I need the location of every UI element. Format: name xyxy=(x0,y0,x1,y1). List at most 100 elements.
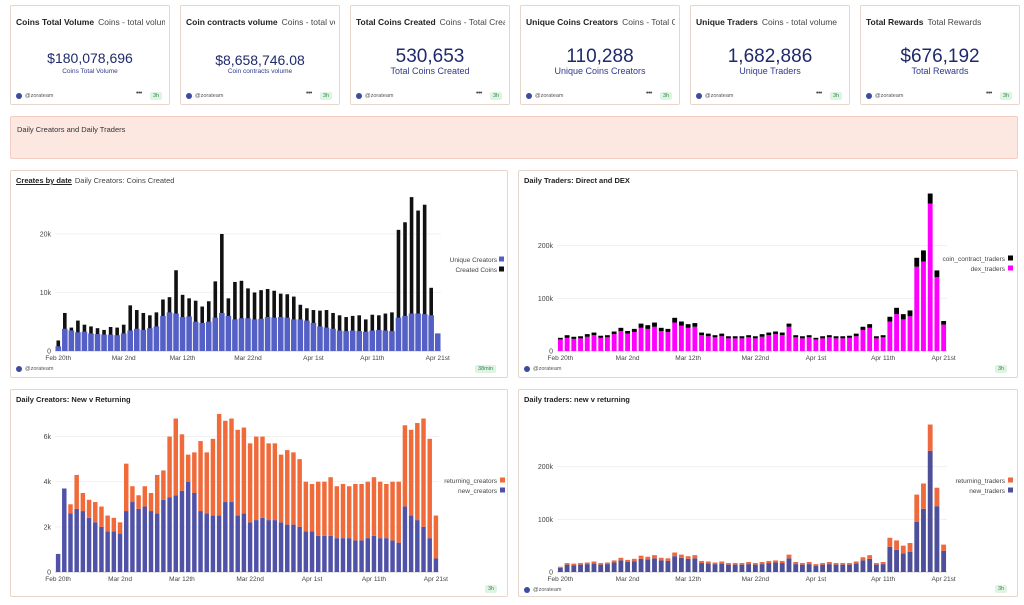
new-traders-bar[interactable] xyxy=(557,567,563,572)
returning-creators-bar[interactable] xyxy=(384,483,389,539)
new-creators-bar[interactable] xyxy=(384,538,389,572)
unique-creators-bar[interactable] xyxy=(133,328,140,351)
returning-creators-bar[interactable] xyxy=(402,425,408,507)
dex-traders-bar[interactable] xyxy=(894,314,899,351)
new-traders-bar[interactable] xyxy=(712,564,718,572)
dex-traders-bar[interactable] xyxy=(605,337,610,351)
returning-traders-bar[interactable] xyxy=(894,540,899,550)
returning-traders-bar[interactable] xyxy=(705,561,711,564)
coin-contract-traders-bar[interactable] xyxy=(813,337,819,340)
coin-contract-traders-bar[interactable] xyxy=(766,332,772,336)
created-coins-bar[interactable] xyxy=(239,280,244,351)
returning-creators-bar[interactable] xyxy=(396,481,401,543)
new-traders-bar[interactable] xyxy=(927,450,933,572)
new-creators-bar[interactable] xyxy=(173,495,179,572)
returning-creators-bar[interactable] xyxy=(179,434,185,491)
returning-traders-bar[interactable] xyxy=(921,483,926,509)
new-traders-bar[interactable] xyxy=(907,551,913,572)
new-traders-bar[interactable] xyxy=(880,564,886,572)
new-traders-bar[interactable] xyxy=(840,564,846,572)
coin-contract-traders-bar[interactable] xyxy=(618,327,624,331)
new-creators-bar[interactable] xyxy=(136,508,141,572)
new-traders-bar[interactable] xyxy=(726,564,731,572)
returning-traders-bar[interactable] xyxy=(692,555,698,559)
returning-traders-bar[interactable] xyxy=(840,563,846,565)
author-handle[interactable]: @zorateam xyxy=(705,93,734,99)
returning-traders-bar[interactable] xyxy=(927,424,933,451)
returning-traders-bar[interactable] xyxy=(605,562,610,565)
dex-traders-bar[interactable] xyxy=(941,324,947,351)
coin-contract-traders-bar[interactable] xyxy=(806,335,812,338)
unique-creators-bar[interactable] xyxy=(317,326,323,351)
returning-traders-bar[interactable] xyxy=(712,562,718,565)
unique-creators-bar[interactable] xyxy=(225,315,232,351)
new-traders-bar[interactable] xyxy=(934,506,940,572)
returning-creators-bar[interactable] xyxy=(334,486,340,539)
unique-creators-bar[interactable] xyxy=(75,332,81,351)
unique-creators-bar[interactable] xyxy=(258,318,264,351)
coin-contract-traders-bar[interactable] xyxy=(759,334,765,337)
new-traders-bar[interactable] xyxy=(658,560,664,572)
unique-creators-bar[interactable] xyxy=(382,330,389,351)
coin-contract-traders-bar[interactable] xyxy=(591,332,597,336)
new-traders-bar[interactable] xyxy=(584,564,590,572)
unique-creators-bar[interactable] xyxy=(310,322,317,351)
returning-creators-bar[interactable] xyxy=(235,429,240,516)
new-traders-bar[interactable] xyxy=(638,558,644,572)
new-creators-bar[interactable] xyxy=(278,522,284,572)
new-traders-bar[interactable] xyxy=(752,564,758,572)
new-traders-bar[interactable] xyxy=(887,546,893,572)
unique-creators-bar[interactable] xyxy=(428,315,434,351)
coin-contract-traders-bar[interactable] xyxy=(927,193,933,204)
new-traders-bar[interactable] xyxy=(705,563,711,572)
returning-creators-bar[interactable] xyxy=(123,463,129,512)
dex-traders-bar[interactable] xyxy=(887,321,893,351)
dex-traders-bar[interactable] xyxy=(692,326,698,351)
dex-traders-bar[interactable] xyxy=(685,327,691,351)
dex-traders-bar[interactable] xyxy=(658,330,664,351)
new-traders-bar[interactable] xyxy=(873,564,879,572)
new-creators-bar[interactable] xyxy=(223,502,228,572)
unique-creators-bar[interactable] xyxy=(336,330,343,351)
unique-creators-bar[interactable] xyxy=(68,330,75,351)
returning-creators-bar[interactable] xyxy=(167,436,172,498)
returning-traders-bar[interactable] xyxy=(860,557,866,561)
new-traders-bar[interactable] xyxy=(732,564,738,572)
unique-creators-bar[interactable] xyxy=(343,331,349,351)
unique-creators-bar[interactable] xyxy=(127,330,134,351)
returning-traders-bar[interactable] xyxy=(618,557,624,561)
new-traders-bar[interactable] xyxy=(699,563,704,572)
returning-traders-bar[interactable] xyxy=(826,561,832,565)
unique-creators-bar[interactable] xyxy=(291,319,297,351)
returning-traders-bar[interactable] xyxy=(571,563,577,566)
created-coins-bar[interactable] xyxy=(174,270,178,351)
new-traders-bar[interactable] xyxy=(564,564,570,572)
new-creators-bar[interactable] xyxy=(154,513,160,572)
returning-traders-bar[interactable] xyxy=(786,554,792,559)
returning-creators-bar[interactable] xyxy=(192,452,197,493)
new-creators-bar[interactable] xyxy=(105,531,110,572)
more-menu-icon[interactable]: ••• xyxy=(816,90,822,97)
coin-contract-traders-bar[interactable] xyxy=(793,335,799,338)
unique-creators-bar[interactable] xyxy=(297,319,304,351)
returning-creators-bar[interactable] xyxy=(254,436,259,521)
coin-contract-traders-bar[interactable] xyxy=(584,334,590,337)
new-traders-bar[interactable] xyxy=(900,553,906,572)
new-creators-bar[interactable] xyxy=(204,513,209,572)
returning-creators-bar[interactable] xyxy=(198,441,203,512)
returning-creators-bar[interactable] xyxy=(377,481,383,539)
returning-creators-bar[interactable] xyxy=(204,452,209,514)
returning-traders-bar[interactable] xyxy=(867,555,873,559)
author-handle[interactable]: @zorateam xyxy=(25,366,54,372)
unique-creators-bar[interactable] xyxy=(323,327,330,351)
coin-contract-traders-bar[interactable] xyxy=(672,317,678,323)
returning-traders-bar[interactable] xyxy=(638,555,644,559)
new-creators-bar[interactable] xyxy=(93,522,98,572)
new-traders-bar[interactable] xyxy=(793,564,799,572)
unique-creators-bar[interactable] xyxy=(153,326,160,351)
created-coins-bar[interactable] xyxy=(128,305,133,351)
created-coins-bar[interactable] xyxy=(56,340,61,351)
unique-creators-bar[interactable] xyxy=(356,331,363,351)
returning-traders-bar[interactable] xyxy=(564,563,570,565)
dex-traders-bar[interactable] xyxy=(800,338,805,351)
